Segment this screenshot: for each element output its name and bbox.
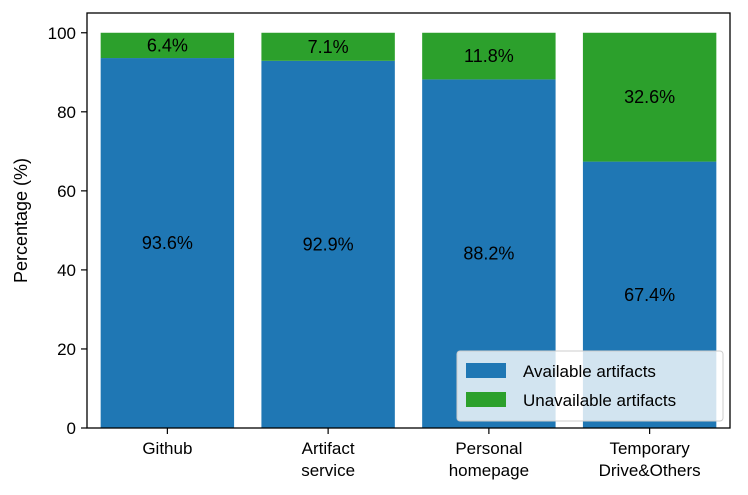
bar-available-0 — [100, 58, 235, 429]
data-label-available-1: 92.9% — [303, 234, 354, 254]
data-label-unavailable-0: 6.4% — [147, 35, 188, 55]
legend-swatch-available — [466, 363, 506, 378]
legend-label-available: Available artifacts — [523, 362, 656, 381]
x-tick-label-2: Personal homepage — [449, 439, 529, 480]
x-tick-label-3: Temporary Drive&Others — [599, 439, 701, 480]
y-tick-label-40: 40 — [57, 261, 76, 280]
y-axis: 0 20 40 60 80 100 — [48, 24, 87, 438]
data-label-unavailable-3: 32.6% — [624, 87, 675, 107]
data-label-available-2: 88.2% — [463, 244, 514, 264]
x-axis: Github Artifact service Personal homepage Tem… — [142, 428, 701, 480]
bar-unavailable-0 — [100, 32, 235, 59]
bar-available-1 — [261, 60, 395, 428]
legend-box — [456, 350, 724, 422]
bar-labels: 93.6% 6.4% 92.9% 7.1% 88.2% 11.8% 67.4% 32.6% — [142, 35, 675, 304]
y-tick-label-100: 100 — [48, 24, 76, 43]
plot-frame — [86, 12, 731, 429]
bar-unavailable-3 — [582, 32, 717, 162]
legend: Available artifacts Unavailable artifacts — [456, 350, 724, 422]
bar-unavailable-2 — [422, 32, 556, 80]
y-tick-label-80: 80 — [57, 103, 76, 122]
bar-unavailable-1 — [261, 32, 395, 61]
y-tick-label-20: 20 — [57, 340, 76, 359]
data-label-available-0: 93.6% — [142, 233, 193, 253]
x-tick-label-0: Github — [142, 439, 192, 458]
data-label-unavailable-1: 7.1% — [308, 37, 349, 57]
data-label-unavailable-2: 11.8% — [464, 46, 514, 66]
legend-label-unavailable: Unavailable artifacts — [523, 391, 676, 410]
legend-items: Available artifacts Unavailable artifacts — [466, 362, 676, 410]
y-tick-label-60: 60 — [57, 182, 76, 201]
x-tick-label-1: Artifact service — [301, 439, 355, 480]
legend-swatch-unavailable — [466, 392, 506, 407]
y-tick-label-0: 0 — [67, 419, 76, 438]
data-label-available-3: 67.4% — [624, 285, 675, 305]
y-axis-title: Percentage (%) — [11, 158, 31, 283]
